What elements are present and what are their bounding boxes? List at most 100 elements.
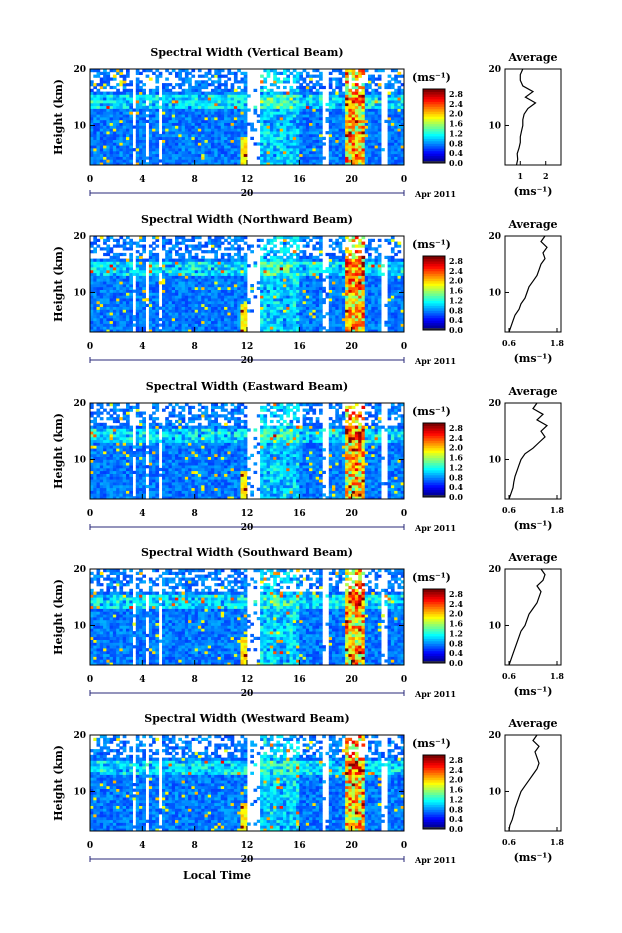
heatmap-cell <box>218 72 222 75</box>
heatmap-cell <box>129 123 133 126</box>
heatmap-cell <box>100 304 104 307</box>
heatmap-cell <box>368 126 372 129</box>
heatmap-cell <box>306 159 310 162</box>
heatmap-cell <box>329 301 333 304</box>
heatmap-cell <box>162 326 166 329</box>
heatmap-cell <box>139 134 143 137</box>
heatmap-cell <box>319 83 323 86</box>
heatmap-cell <box>93 278 97 281</box>
heatmap-cell <box>178 304 182 307</box>
heatmap-cell <box>165 250 169 253</box>
heatmap-cell <box>280 106 284 109</box>
heatmap-cell <box>129 284 133 287</box>
heatmap-cell <box>378 109 382 112</box>
heatmap-cell <box>231 298 235 301</box>
heatmap-cell <box>149 270 153 273</box>
heatmap-cell <box>116 157 120 160</box>
heatmap-cell <box>388 94 392 97</box>
heatmap-cell <box>175 267 179 270</box>
heatmap-cell <box>345 273 349 276</box>
heatmap-cell <box>208 131 212 134</box>
heatmap-cell <box>296 148 300 151</box>
heatmap-cell <box>316 142 320 145</box>
heatmap-cell <box>175 137 179 140</box>
heatmap-cell <box>100 273 104 276</box>
heatmap-cell <box>267 123 271 126</box>
heatmap-cell <box>263 245 267 248</box>
heatmap-cell <box>136 281 140 284</box>
heatmap-cell <box>90 326 94 329</box>
heatmap-cell <box>306 264 310 267</box>
heatmap-cell <box>152 92 156 95</box>
heatmap-cell <box>113 111 117 114</box>
heatmap-cell <box>254 111 258 114</box>
heatmap-cell <box>159 97 163 100</box>
heatmap-cell <box>162 278 166 281</box>
heatmap-cell <box>237 159 241 162</box>
heatmap-cell <box>234 131 238 134</box>
heatmap-cell <box>205 309 209 312</box>
heatmap-cell <box>205 259 209 262</box>
heatmap-cell <box>371 142 375 145</box>
heatmap-cell <box>237 151 241 154</box>
heatmap-cell <box>332 253 336 256</box>
heatmap-cell <box>303 111 307 114</box>
heatmap-cell <box>97 131 101 134</box>
heatmap-cell <box>296 100 300 103</box>
heatmap-cell <box>231 326 235 329</box>
heatmap-cell <box>394 137 398 140</box>
heatmap-cell <box>185 134 189 137</box>
heatmap-cell <box>273 284 277 287</box>
heatmap-cell <box>211 242 215 245</box>
heatmap-cell <box>205 100 209 103</box>
heatmap-cell <box>191 154 195 157</box>
heatmap-cell <box>110 295 114 298</box>
heatmap-cell <box>260 142 264 145</box>
heatmap-cell <box>309 318 313 321</box>
heatmap-cell <box>142 97 146 100</box>
heatmap-cell <box>391 114 395 117</box>
heatmap-cell <box>352 253 356 256</box>
heatmap-cell <box>280 261 284 264</box>
heatmap-cell <box>391 97 395 100</box>
heatmap-cell <box>332 154 336 157</box>
heatmap-cell <box>388 111 392 114</box>
heatmap-cell <box>276 109 280 112</box>
heatmap-cell <box>142 145 146 148</box>
heatmap-cell <box>208 301 212 304</box>
heatmap-cell <box>316 94 320 97</box>
heatmap-cell <box>260 134 264 137</box>
heatmap-cell <box>306 123 310 126</box>
heatmap-cell <box>126 137 130 140</box>
heatmap-cell <box>319 92 323 95</box>
heatmap-cell <box>280 281 284 284</box>
heatmap-cell <box>152 151 156 154</box>
heatmap-cell <box>332 261 336 264</box>
heatmap-cell <box>198 278 202 281</box>
heatmap-cell <box>227 134 231 137</box>
heatmap-cell <box>113 267 117 270</box>
heatmap-cell <box>306 281 310 284</box>
heatmap-cell <box>270 304 274 307</box>
heatmap-cell <box>205 134 209 137</box>
heatmap-cell <box>110 157 114 160</box>
heatmap-cell <box>244 278 248 281</box>
heatmap-cell <box>352 100 356 103</box>
heatmap-cell <box>201 312 205 315</box>
heatmap-cell <box>316 123 320 126</box>
heatmap-cell <box>319 72 323 75</box>
heatmap-cell <box>146 94 150 97</box>
heatmap-cell <box>319 140 323 143</box>
heatmap-cell <box>93 267 97 270</box>
heatmap-cell <box>191 304 195 307</box>
heatmap-cell <box>113 106 117 109</box>
heatmap-cell <box>185 157 189 160</box>
heatmap-cell <box>296 134 300 137</box>
heatmap-cell <box>185 321 189 324</box>
heatmap-cell <box>299 94 303 97</box>
heatmap-cell <box>342 250 346 253</box>
heatmap-cell <box>299 100 303 103</box>
heatmap-cell <box>224 106 228 109</box>
heatmap-cell <box>332 151 336 154</box>
heatmap-cell <box>129 89 133 92</box>
